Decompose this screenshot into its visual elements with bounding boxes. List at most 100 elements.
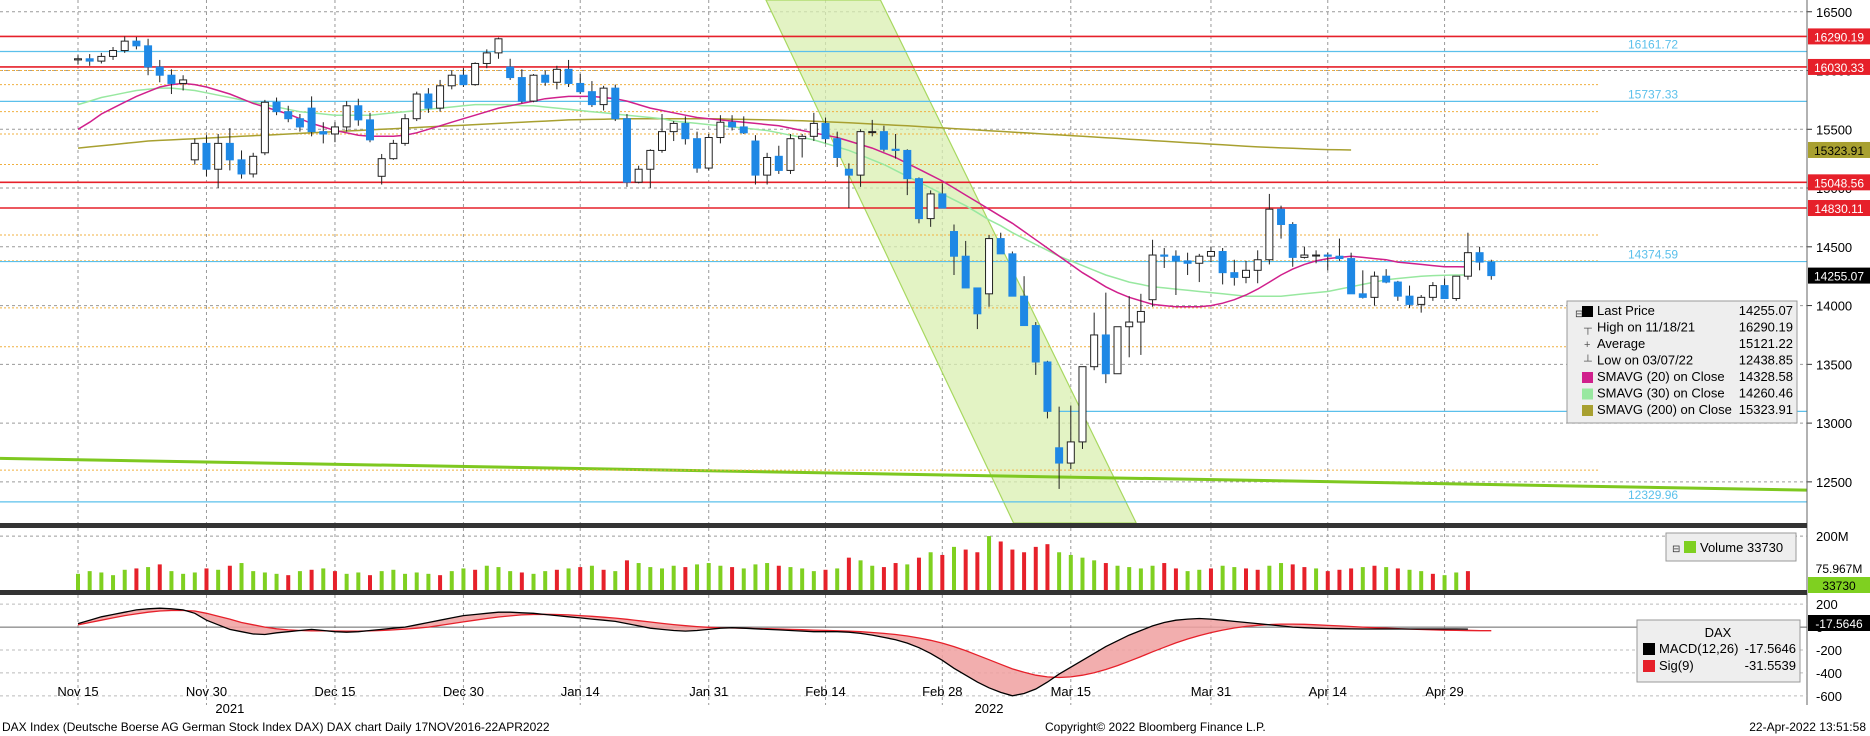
volume-bar [788,567,793,590]
volume-bar [1045,544,1050,590]
date-tick-label: Jan 31 [689,684,728,699]
candle-body-up [658,131,666,151]
volume-bar [1162,563,1167,590]
candle-body-down [693,138,702,169]
volume-tags: 75.967M 33730 [1808,560,1870,593]
candle [1183,252,1192,276]
candle [319,122,328,144]
candle-body-down [1043,361,1052,412]
candle [120,36,129,53]
volume-value-tag-label: 33730 [1822,579,1856,593]
price-value-tag-label: 14255.07 [1814,270,1864,284]
volume-bar [1290,564,1295,590]
volume-bar [1068,554,1073,590]
candle-body-down [144,45,153,68]
legend-row-value: 15323.91 [1739,402,1793,417]
macd-legend-row-name: Sig(9) [1659,658,1694,673]
volume-bar [1022,552,1027,590]
fib-level-label: 14374.59 [1628,248,1678,262]
macd-grid [0,595,1807,705]
volume-bar [1080,557,1085,590]
legend-collapse-icon[interactable]: ⊟ [1575,309,1583,320]
volume-bar [169,571,174,590]
candle-body-down [879,131,888,150]
candle-body-up [704,137,713,169]
legend-row-value: 15121.22 [1739,336,1793,351]
candle [809,112,818,142]
date-tick-label: Apr 29 [1425,684,1463,699]
volume-bar [1279,563,1284,590]
candle-body-up [190,142,199,161]
candle-body-up [342,105,351,128]
candle [926,190,935,227]
fib-level-label: 12329.96 [1628,488,1678,502]
candle-body-down [622,118,631,183]
macd-value-tag [1808,615,1870,631]
candle [1487,259,1496,280]
candle-body-down [1101,334,1110,375]
candle-body-down [576,82,585,93]
legend-row-name: Average [1597,336,1645,351]
candle-body-down [844,168,853,176]
candle [611,84,620,122]
candle [1475,246,1484,271]
candle [1125,296,1134,358]
candle [249,152,258,178]
candle-body-up [1078,366,1087,443]
candle [1312,250,1321,264]
volume-bar [1197,569,1202,590]
volume-bar [87,571,92,590]
candle [1101,292,1110,384]
volume-bar [251,571,256,590]
candle [646,149,655,189]
candle-body-down [950,231,958,257]
candle-body-up [471,62,480,86]
candle [891,133,900,159]
candle-body-down [1440,285,1449,300]
volume-bar [274,573,279,590]
legend-row-name: SMAVG (20) on Close [1597,369,1725,384]
volume-bar [508,571,513,590]
volume-bar [870,565,875,590]
candle-body-up [97,55,106,62]
candle [1382,269,1391,284]
candle [599,85,608,111]
candle [377,153,386,185]
volume-bar [192,572,197,590]
candle-body-down [1277,208,1286,225]
volume-bar [835,568,840,590]
volume-bar [998,541,1003,590]
candle-body-down [1323,254,1332,257]
candle-body-down [506,66,515,79]
volume-bar [368,575,372,590]
candle [436,79,445,112]
candle-body-up [377,158,386,177]
volume-bar [111,575,116,590]
macd-legend-row-value: -17.5646 [1745,641,1796,656]
fib-level-label: 16161.72 [1628,38,1678,52]
legend-row-name: Low on 03/07/22 [1597,353,1693,368]
candle [634,165,643,184]
candle [1463,232,1472,280]
candle [1288,222,1297,267]
volume-bar [321,568,326,590]
volume-bars [76,536,1470,590]
candle-body-up [1242,269,1250,278]
date-tick-label: Mar 15 [1051,684,1091,699]
candle [1242,260,1250,284]
candle [85,54,94,66]
volume-bar [1267,565,1272,590]
legend-collapse-icon[interactable]: ⊟ [1672,544,1680,555]
low-marker-icon: ┴ [1583,354,1592,368]
legend-rows: Last Price 14255.07 ┬ High on 11/18/21 16290… [1582,303,1793,417]
candle [307,96,316,137]
footer-timestamp: 22-Apr-2022 13:51:58 [1749,720,1866,734]
macd-tick-label: -400 [1816,666,1842,681]
volume-bar [554,569,559,590]
candle [1043,360,1052,419]
volume-bar [1407,569,1412,590]
candle-body-up [412,93,421,120]
year-label: 2022 [975,701,1004,716]
date-tick-label: Mar 31 [1191,684,1231,699]
